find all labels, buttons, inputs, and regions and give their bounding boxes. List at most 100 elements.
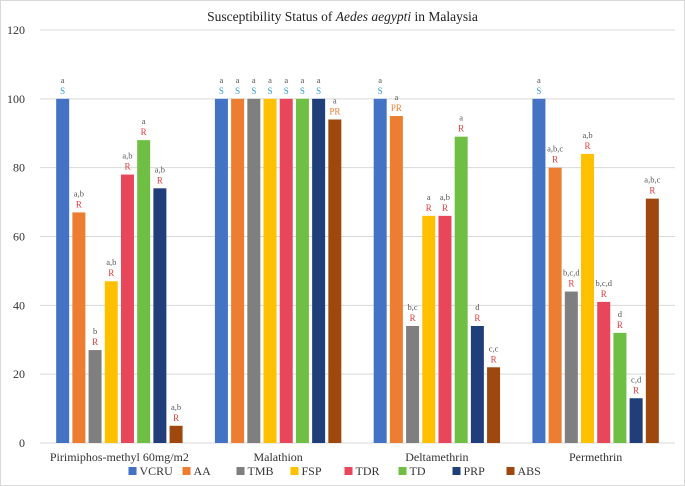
bar-vcru-2	[214, 98, 228, 443]
status-label: PR	[329, 106, 340, 116]
significance-label: a,b	[106, 257, 116, 267]
legend-label-vcru: VCRU	[140, 464, 174, 478]
significance-label: a	[61, 75, 65, 85]
legend-label-prp: PRP	[464, 464, 486, 478]
significance-label: a	[537, 75, 541, 85]
significance-label: a,b	[171, 402, 181, 412]
significance-label: d	[618, 309, 623, 319]
status-label: R	[552, 155, 558, 165]
bar-tmb-2	[247, 98, 261, 443]
significance-label: a	[317, 75, 321, 85]
significance-label: a	[394, 92, 398, 102]
significance-label: a	[427, 192, 431, 202]
significance-label: b,c,d	[563, 268, 580, 278]
status-label: R	[474, 313, 480, 323]
legend-label-aa: AA	[194, 464, 212, 478]
chart-title-suffix: in Malaysia	[411, 9, 478, 24]
status-label: R	[458, 124, 464, 134]
y-tick-label: 20	[13, 367, 25, 381]
bar-abs-2	[328, 119, 342, 443]
significance-label: a,b	[582, 130, 592, 140]
legend-swatch-fsp	[290, 467, 299, 475]
legend-label-td: TD	[410, 464, 426, 478]
status-label: R	[141, 127, 147, 137]
status-label: R	[157, 175, 163, 185]
significance-label: a	[268, 75, 272, 85]
bar-vcru-4	[532, 98, 546, 443]
significance-label: a,b	[122, 151, 132, 161]
significance-label: a,b	[155, 164, 165, 174]
status-label: R	[568, 279, 574, 289]
significance-label: a,b	[440, 192, 450, 202]
significance-label: a	[333, 95, 337, 105]
bar-aa-4	[548, 167, 562, 443]
status-label: S	[60, 86, 65, 96]
legend-swatch-prp	[452, 467, 461, 475]
status-label: R	[426, 203, 432, 213]
y-tick-label: 60	[13, 230, 25, 244]
y-tick-label: 80	[13, 161, 25, 175]
status-label: S	[235, 86, 240, 96]
bar-td-1	[137, 140, 151, 443]
bar-td-2	[295, 98, 309, 443]
significance-label: a	[142, 116, 146, 126]
significance-label: a,b,c	[644, 175, 660, 185]
significance-label: a,b	[74, 188, 84, 198]
legend-swatch-tmb	[236, 467, 245, 475]
significance-label: d	[475, 302, 480, 312]
bar-vcru-3	[373, 98, 387, 443]
bar-aa-1	[72, 212, 86, 443]
legend-label-abs: ABS	[518, 464, 541, 478]
status-label: S	[536, 86, 541, 96]
status-label: R	[585, 141, 591, 151]
status-label: R	[124, 162, 130, 172]
x-tick-label: Deltamethrin	[405, 450, 468, 464]
status-label: R	[442, 203, 448, 213]
significance-label: a	[284, 75, 288, 85]
bar-tdr-3	[438, 215, 452, 443]
chart-title: Susceptibility Status of Aedes aegypti i…	[0, 9, 685, 25]
bar-aa-3	[389, 116, 403, 444]
bar-abs-3	[487, 367, 501, 443]
status-label: S	[378, 86, 383, 96]
y-tick-label: 100	[7, 92, 25, 106]
status-label: S	[251, 86, 256, 96]
x-tick-label: Pirimiphos-methyl 60mg/m2	[50, 450, 189, 464]
bar-fsp-3	[422, 215, 436, 443]
bar-tdr-2	[279, 98, 293, 443]
legend-label-fsp: FSP	[302, 464, 322, 478]
bar-prp-4	[629, 398, 643, 443]
x-tick-label: Permethrin	[569, 450, 622, 464]
bar-tmb-1	[88, 350, 102, 443]
bar-fsp-2	[263, 98, 277, 443]
status-label: S	[284, 86, 289, 96]
bar-tdr-1	[120, 174, 134, 444]
significance-label: c,d	[631, 374, 642, 384]
status-label: R	[601, 289, 607, 299]
bar-aa-2	[231, 98, 245, 443]
chart-title-prefix: Susceptibility Status of	[207, 9, 336, 24]
bar-prp-2	[312, 98, 326, 443]
status-label: R	[649, 186, 655, 196]
bar-abs-4	[645, 198, 659, 443]
significance-label: a	[220, 75, 224, 85]
legend-swatch-td	[398, 467, 407, 475]
status-label: PR	[391, 103, 402, 113]
chart-title-species: Aedes aegypti	[335, 9, 412, 24]
significance-label: b	[93, 326, 97, 336]
x-tick-label: Malathion	[253, 450, 302, 464]
status-label: R	[410, 313, 416, 323]
status-label: R	[633, 385, 639, 395]
legend-swatch-abs	[506, 467, 515, 475]
status-label: S	[316, 86, 321, 96]
significance-label: a	[252, 75, 256, 85]
bar-tdr-4	[597, 301, 611, 443]
status-label: R	[491, 354, 497, 364]
legend-swatch-vcru	[128, 467, 137, 475]
y-tick-label: 0	[19, 436, 25, 450]
bar-tmb-4	[564, 291, 578, 443]
legend-swatch-tdr	[344, 467, 353, 475]
bar-fsp-1	[104, 281, 118, 443]
significance-label: b,c,d	[595, 278, 612, 288]
